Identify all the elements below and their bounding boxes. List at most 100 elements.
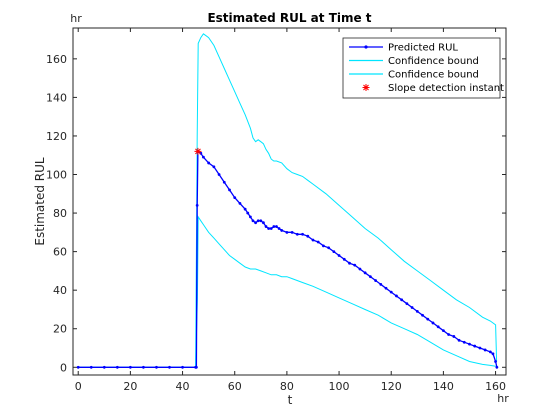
- predicted-rul-point: [311, 238, 315, 242]
- predicted-rul-point: [316, 240, 320, 244]
- y-axis-unit: hr: [70, 12, 82, 25]
- predicted-rul-point: [363, 271, 367, 275]
- legend-star-swatch: [362, 84, 370, 91]
- predicted-rul-point: [269, 227, 273, 230]
- predicted-rul-point: [76, 365, 80, 369]
- predicted-rul-point: [405, 302, 409, 306]
- predicted-rul-point: [473, 344, 477, 348]
- predicted-rul-point: [280, 229, 284, 232]
- legend-label: Predicted RUL: [388, 43, 458, 54]
- legend-dot-swatch: [364, 45, 368, 49]
- predicted-rul-point: [457, 338, 461, 342]
- predicted-rul-point: [494, 360, 497, 363]
- x-tick-label: 20: [123, 380, 137, 393]
- predicted-rul-point: [168, 365, 171, 369]
- predicted-rul-point: [195, 203, 199, 207]
- predicted-rul-point: [254, 221, 257, 225]
- x-tick-label: 0: [75, 380, 82, 393]
- predicted-rul-point: [290, 230, 294, 234]
- predicted-rul-point: [342, 257, 346, 261]
- predicted-rul-point: [441, 329, 445, 333]
- legend-label: Confidence bound: [388, 70, 479, 81]
- x-tick-label: 80: [280, 380, 294, 393]
- predicted-rul-point: [142, 365, 145, 369]
- y-tick-label: 0: [60, 361, 67, 374]
- predicted-rul-point: [233, 196, 237, 200]
- predicted-rul-point: [452, 335, 456, 338]
- predicted-rul-point: [374, 279, 377, 282]
- legend: Predicted RUL Confidence bound Confidence …: [342, 37, 504, 99]
- predicted-rul-point: [468, 342, 471, 346]
- predicted-rul-point: [202, 155, 205, 159]
- predicted-rul-point: [384, 286, 388, 290]
- y-tick-label: 140: [46, 91, 67, 104]
- predicted-rul-point: [322, 244, 325, 248]
- predicted-rul-point: [275, 225, 278, 228]
- predicted-rul-point: [262, 221, 265, 225]
- predicted-rul-point: [217, 173, 221, 176]
- x-tick-label: 140: [433, 380, 454, 393]
- axes-box: [72, 27, 507, 376]
- plot-area: [76, 33, 499, 369]
- predicted-rul-point: [379, 282, 383, 286]
- predicted-rul-point: [115, 365, 119, 369]
- predicted-rul-point: [277, 227, 281, 230]
- confidence-bound-line: [78, 33, 498, 368]
- predicted-rul-point: [368, 275, 372, 279]
- predicted-rul-point: [264, 225, 268, 228]
- predicted-rul-point: [155, 365, 158, 369]
- predicted-rul-point: [256, 219, 260, 223]
- predicted-rul-point: [348, 261, 351, 265]
- x-tick-label: 40: [176, 380, 190, 393]
- predicted-rul-point: [222, 180, 226, 184]
- predicted-rul-point: [488, 350, 492, 354]
- predicted-rul-point: [462, 340, 466, 344]
- x-tick-label: 100: [329, 380, 350, 393]
- axis-ticks: 0 20 40 60 80 100 120 140 160 0 20 40 60 80 100 120 140 1…: [46, 28, 506, 393]
- predicted-rul-point: [128, 365, 132, 369]
- y-tick-label: 100: [46, 169, 67, 182]
- predicted-rul-point: [295, 232, 299, 236]
- predicted-rul-point: [410, 306, 414, 309]
- predicted-rul-point: [421, 313, 424, 317]
- predicted-rul-point: [426, 317, 430, 321]
- predicted-rul-point: [238, 202, 242, 205]
- y-tick-label: 20: [53, 323, 67, 336]
- predicted-rul-point: [353, 263, 357, 267]
- y-tick-label: 40: [53, 284, 67, 297]
- predicted-rul-point: [246, 211, 250, 215]
- predicted-rul-point: [285, 230, 289, 234]
- predicted-rul-point: [207, 161, 211, 165]
- predicted-rul-point: [431, 321, 435, 325]
- predicted-rul-point: [447, 333, 451, 336]
- predicted-rul-point: [491, 352, 495, 356]
- predicted-rul-point: [478, 346, 482, 350]
- predicted-rul-point: [194, 365, 198, 369]
- y-tick-label: 160: [46, 53, 67, 66]
- star-stroke: [195, 148, 201, 155]
- predicted-rul-point: [306, 234, 310, 238]
- predicted-rul-point: [259, 219, 263, 223]
- predicted-rul-point: [102, 365, 106, 369]
- predicted-rul-point: [267, 227, 271, 230]
- legend-items: Predicted RUL Confidence bound Confidence …: [349, 43, 504, 94]
- predicted-rul-point: [337, 254, 341, 257]
- predicted-rul-point: [228, 188, 231, 192]
- confidence-bound-line: [78, 215, 496, 368]
- y-tick-label: 80: [53, 207, 67, 220]
- predicted-rul-markers: [76, 149, 499, 369]
- predicted-rul-point: [332, 250, 336, 254]
- predicted-rul-point: [243, 207, 247, 211]
- x-axis-label: t: [288, 393, 293, 407]
- predicted-rul-point: [327, 246, 331, 250]
- predicted-rul-point: [395, 294, 398, 298]
- predicted-rul-point: [248, 215, 252, 219]
- x-tick-label: 160: [485, 380, 506, 393]
- y-axis-label: Estimated RUL: [33, 157, 47, 246]
- star-stroke: [363, 84, 369, 91]
- legend-label: Confidence bound: [388, 56, 479, 67]
- predicted-rul-point: [358, 267, 362, 271]
- x-axis-unit: hr: [497, 392, 509, 405]
- predicted-rul-point: [89, 365, 93, 369]
- predicted-rul-point: [483, 348, 487, 352]
